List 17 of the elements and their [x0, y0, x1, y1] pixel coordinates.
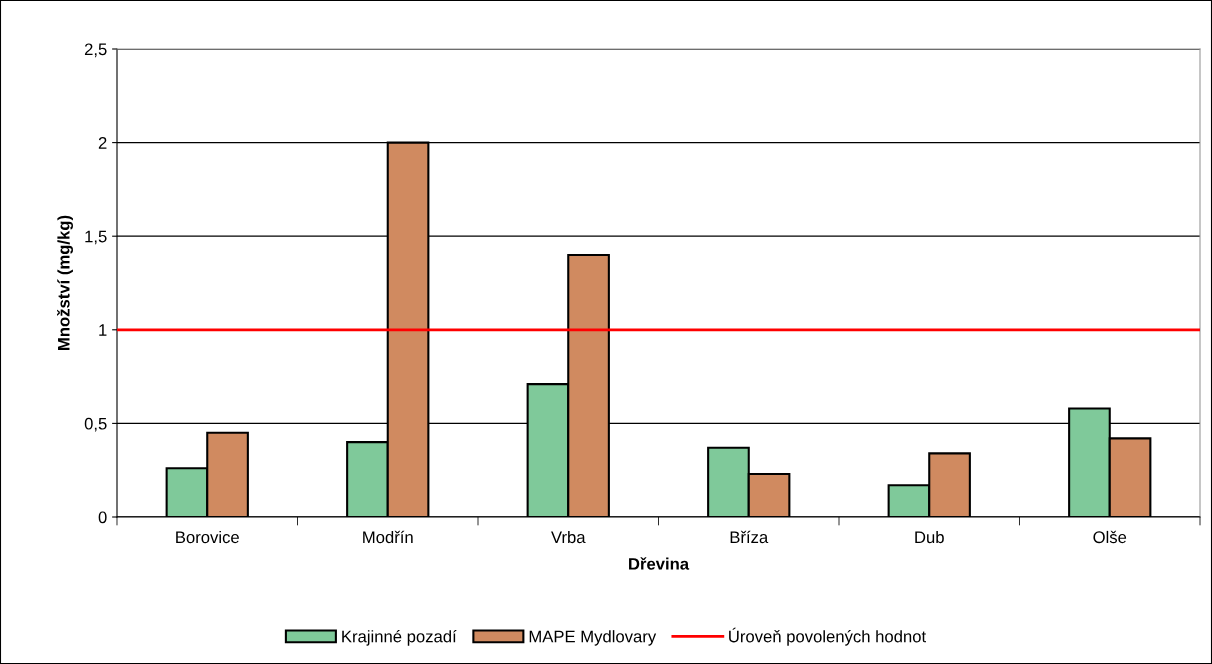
- legend-label: Krajinné pozadí: [342, 629, 457, 646]
- x-tick-label: Modřín: [363, 530, 413, 544]
- y-tick-label: 2: [98, 137, 107, 149]
- y-axis-title: Množství (mg/kg): [57, 215, 73, 350]
- legend-label: Úroveň povolených hodnot: [729, 627, 926, 646]
- x-tick-label: Bříza: [730, 530, 769, 544]
- x-tick-label: Olše: [1093, 530, 1127, 544]
- y-tick-label: 0,5: [84, 417, 107, 432]
- legend-label: MAPE Mydlovary: [529, 630, 657, 646]
- y-tick-label: 2,5: [84, 43, 107, 58]
- y-tick-label: 1,5: [85, 230, 107, 245]
- x-axis-title: Dřevina: [629, 557, 690, 570]
- x-tick-label: Dub: [915, 530, 944, 544]
- y-tick-label: 0: [98, 511, 107, 524]
- x-tick-label: Borovice: [176, 530, 239, 544]
- x-tick-label: Vrba: [551, 530, 586, 544]
- y-tick-label: 1: [99, 324, 107, 336]
